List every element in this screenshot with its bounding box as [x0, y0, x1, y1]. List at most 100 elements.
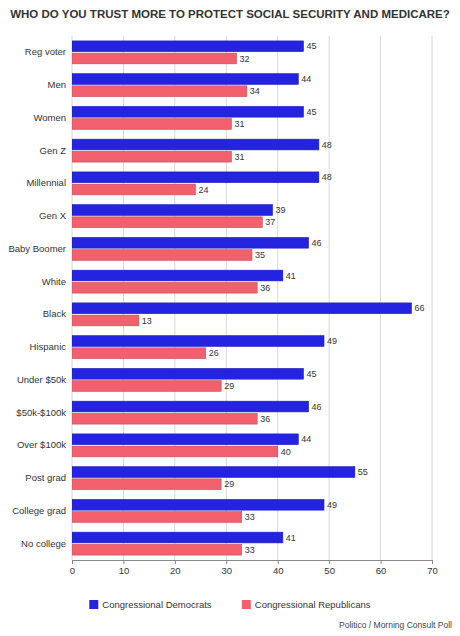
- legend: Congressional Democrats Congressional Rep…: [89, 599, 370, 610]
- grid: [72, 36, 432, 560]
- data-label: 46: [312, 238, 322, 248]
- tick: 0: [70, 560, 75, 576]
- tick-label: 60: [376, 565, 387, 576]
- bar: [72, 336, 324, 347]
- data-label: 39: [276, 205, 286, 215]
- tick-label: Under $50k: [17, 374, 66, 385]
- tick: Baby Boomer: [8, 243, 72, 254]
- data-label: 40: [281, 447, 291, 457]
- bar: [72, 53, 237, 64]
- bar: [72, 217, 262, 228]
- bars: [72, 41, 411, 555]
- data-labels: 4544454848394641664945464455494132343131…: [142, 41, 425, 554]
- tick-mark: [226, 560, 227, 564]
- tick-label: Hispanic: [30, 341, 67, 352]
- bar: [72, 151, 231, 162]
- data-label: 49: [327, 336, 337, 346]
- bar: [72, 184, 195, 195]
- tick-label: 50: [324, 565, 335, 576]
- series: [72, 41, 411, 543]
- tick: Over $100k: [17, 439, 72, 450]
- x-axis: 010203040506070: [70, 560, 438, 576]
- tick: College grad: [12, 505, 72, 516]
- tick: $50k-$100k: [16, 407, 72, 418]
- data-label: 24: [198, 185, 208, 195]
- data-label: 36: [260, 283, 270, 293]
- tick-label: 10: [119, 565, 130, 576]
- bar: [72, 237, 309, 248]
- data-label: 13: [142, 316, 152, 326]
- bar: [72, 401, 309, 412]
- tick: Women: [33, 112, 72, 123]
- bar: [72, 446, 278, 457]
- legend-item: Congressional Republicans: [242, 599, 371, 610]
- tick-label: 30: [221, 565, 232, 576]
- data-label: 36: [260, 414, 270, 424]
- data-label: 29: [224, 479, 234, 489]
- tick-label: Reg voter: [25, 46, 66, 57]
- data-label: 34: [250, 86, 260, 96]
- tick-label: Over $100k: [17, 439, 66, 450]
- tick-mark: [123, 560, 124, 564]
- tick: No college: [21, 538, 72, 549]
- tick: Millennial: [26, 177, 72, 188]
- data-label: 32: [240, 54, 250, 64]
- bar: [72, 512, 242, 523]
- bar: [72, 544, 242, 555]
- tick-mark: [175, 560, 176, 564]
- background: [0, 0, 460, 636]
- legend-swatch: [89, 600, 98, 609]
- legend-label: Congressional Democrats: [102, 599, 212, 610]
- tick-label: Post grad: [25, 472, 66, 483]
- bar: [72, 172, 319, 183]
- legend-item: Congressional Democrats: [89, 599, 212, 610]
- tick: Reg voter: [25, 46, 72, 57]
- data-label: 44: [301, 434, 311, 444]
- tick-mark: [72, 560, 73, 564]
- bar: [72, 139, 319, 150]
- tick-label: Gen Z: [40, 145, 67, 156]
- tick: 50: [324, 560, 335, 576]
- data-label: 41: [286, 271, 296, 281]
- tick-label: White: [42, 276, 66, 287]
- tick-label: Millennial: [26, 177, 66, 188]
- bar: [72, 250, 252, 261]
- bar: [72, 499, 324, 510]
- tick-label: $50k-$100k: [16, 407, 66, 418]
- tick-label: 0: [70, 565, 75, 576]
- tick: 40: [273, 560, 284, 576]
- data-label: 45: [306, 369, 316, 379]
- tick: Under $50k: [17, 374, 72, 385]
- tick-label: Women: [33, 112, 66, 123]
- tick-label: Men: [48, 79, 66, 90]
- data-label: 45: [306, 41, 316, 51]
- tick-label: 20: [170, 565, 181, 576]
- tick: Gen Z: [40, 145, 72, 156]
- tick: 20: [170, 560, 181, 576]
- data-label: 41: [286, 533, 296, 543]
- data-label: 26: [209, 348, 219, 358]
- tick: Black: [43, 308, 72, 319]
- bar: [72, 119, 231, 130]
- tick: Post grad: [25, 472, 72, 483]
- data-label: 33: [245, 512, 255, 522]
- title: WHO DO YOU TRUST MORE TO PROTECT SOCIAL …: [10, 8, 450, 20]
- data-label: 35: [255, 250, 265, 260]
- bar: [72, 413, 257, 424]
- tick: Gen X: [39, 210, 72, 221]
- tick: 30: [221, 560, 232, 576]
- data-label: 48: [322, 140, 332, 150]
- bar: [72, 282, 257, 293]
- bar: [72, 479, 221, 490]
- tick: 60: [376, 560, 387, 576]
- tick-mark: [329, 560, 330, 564]
- data-label: 49: [327, 500, 337, 510]
- bar: [72, 41, 303, 52]
- bar: [72, 381, 221, 392]
- tick-mark: [432, 560, 433, 564]
- annotation: Politico / Morning Consult Poll: [339, 620, 452, 630]
- tick-label: Black: [43, 308, 66, 319]
- data-label: 37: [265, 217, 275, 227]
- grid-line: [432, 36, 433, 560]
- bar: [72, 74, 298, 85]
